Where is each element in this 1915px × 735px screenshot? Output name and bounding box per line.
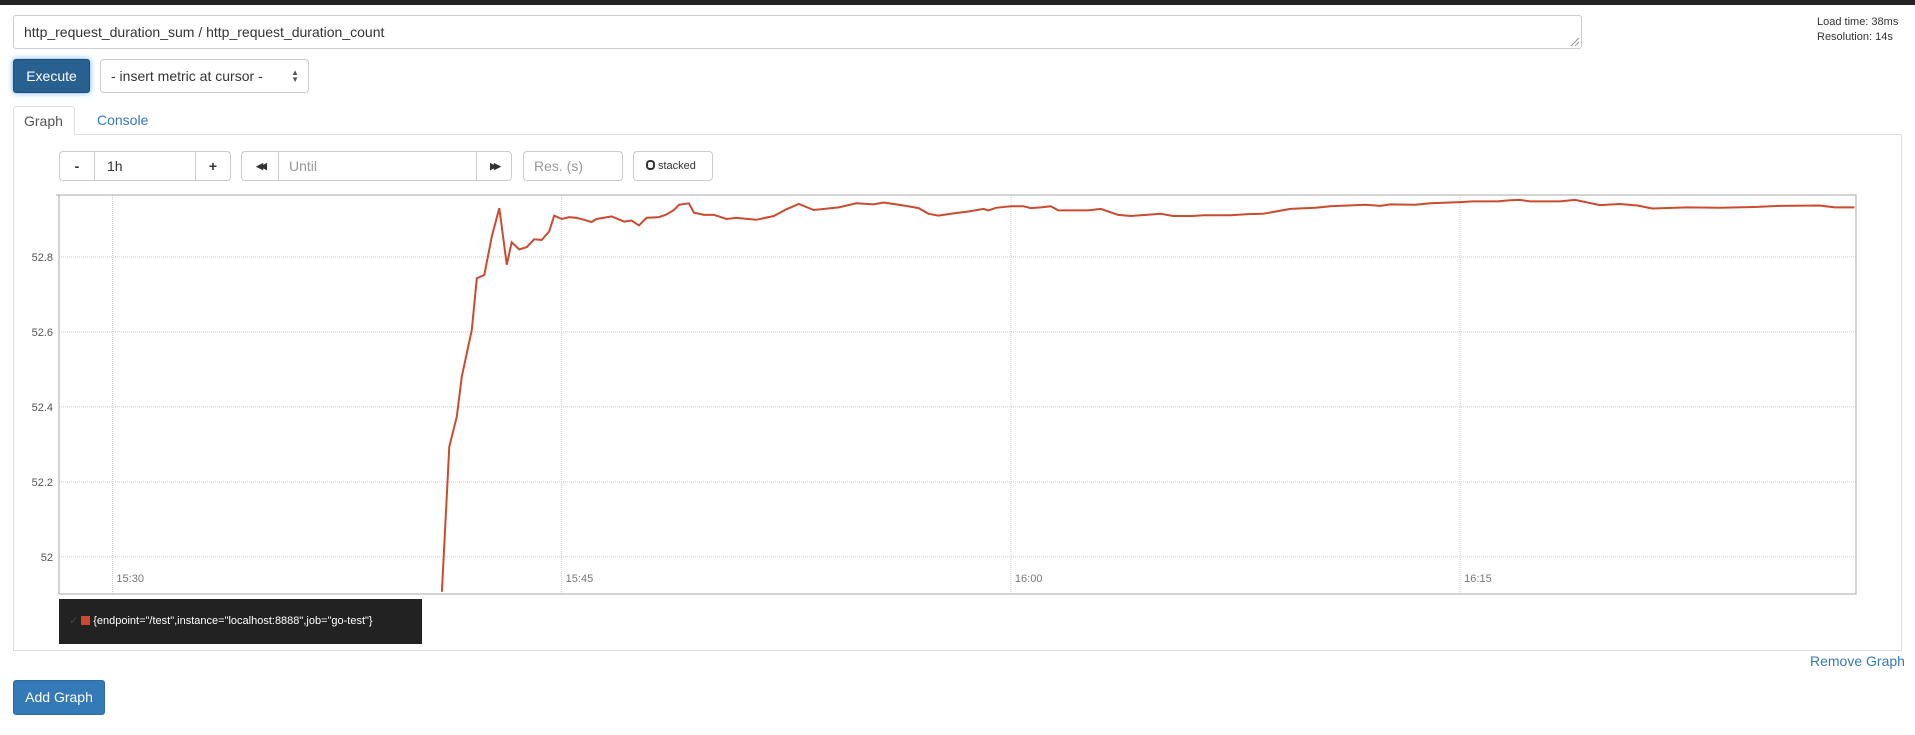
add-graph-button[interactable]: Add Graph xyxy=(13,680,105,715)
expression-text: http_request_duration_sum / http_request… xyxy=(24,24,385,40)
y-tick-label: 52.4 xyxy=(32,402,53,414)
y-tick-label: 52 xyxy=(41,552,53,564)
x-tick-label: 16:15 xyxy=(1464,573,1492,585)
top-bar xyxy=(0,0,1915,5)
forward-button[interactable]: ▶▶ xyxy=(476,151,512,181)
load-time: Load time: 38ms xyxy=(1817,16,1899,28)
expression-input[interactable]: http_request_duration_sum / http_request… xyxy=(13,15,1582,49)
range-input[interactable]: 1h xyxy=(94,151,196,181)
tab-graph[interactable]: Graph xyxy=(13,106,75,135)
insert-metric-selected: - insert metric at cursor - xyxy=(111,68,263,84)
plot-frame xyxy=(58,194,1857,595)
query-stats: Load time: 38ms Resolution: 14s xyxy=(1817,15,1898,45)
until-input[interactable]: Until xyxy=(278,151,477,181)
execute-button[interactable]: Execute xyxy=(13,59,90,93)
y-tick-label: 52.2 xyxy=(32,477,53,489)
x-tick-label: 15:45 xyxy=(566,573,594,585)
resolution: Resolution: 14s xyxy=(1817,31,1893,43)
x-tick-label: 16:00 xyxy=(1015,573,1043,585)
insert-metric-select[interactable]: - insert metric at cursor - ▲ ▼ xyxy=(100,59,309,93)
stacked-toggle[interactable]: stacked xyxy=(633,151,713,181)
stacked-label: stacked xyxy=(658,160,696,172)
legend-series-label: {endpoint="/test",instance="localhost:88… xyxy=(93,615,373,627)
remove-graph-link[interactable]: Remove Graph xyxy=(1810,653,1905,669)
range-increase-button[interactable]: + xyxy=(195,151,231,181)
legend[interactable]: ✓ {endpoint="/test",instance="localhost:8… xyxy=(59,599,422,644)
series-line[interactable] xyxy=(440,198,1855,592)
resize-grip-icon[interactable] xyxy=(1571,38,1579,46)
select-arrows-icon: ▲ ▼ xyxy=(291,68,299,84)
range-decrease-button[interactable]: - xyxy=(59,151,95,181)
x-tick-label: 15:30 xyxy=(116,573,144,585)
stacked-circle-icon xyxy=(646,160,655,170)
y-tick-label: 52.8 xyxy=(32,252,53,264)
y-tick-label: 52.6 xyxy=(32,327,53,339)
resolution-input[interactable]: Res. (s) xyxy=(523,151,623,181)
graph-panel xyxy=(13,134,1902,651)
check-icon: ✓ xyxy=(69,615,79,627)
tab-console[interactable]: Console xyxy=(97,112,149,128)
series-color-swatch xyxy=(81,616,91,625)
